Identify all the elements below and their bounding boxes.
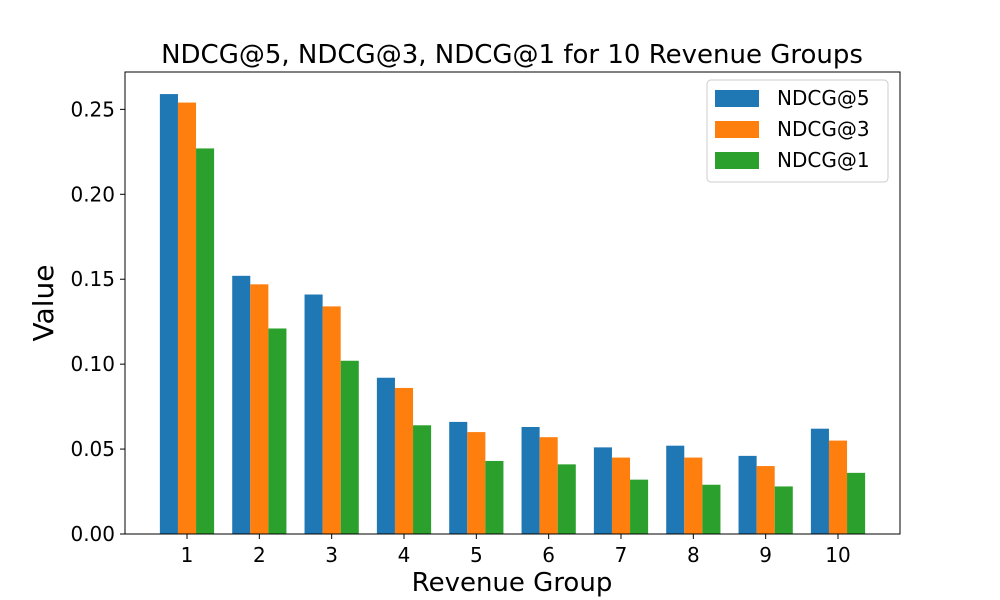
bars-group [159, 94, 866, 535]
x-tick-label: 2 [253, 543, 266, 567]
bar-ndcg-1-group-10 [847, 472, 866, 534]
bar-ndcg-5-group-8 [666, 445, 685, 534]
bar-ndcg-1-group-5 [485, 460, 504, 534]
legend-swatch-ndcg-5 [715, 90, 759, 107]
bar-ndcg-3-group-3 [322, 306, 341, 534]
x-tick-label: 3 [325, 543, 338, 567]
x-tick-label: 5 [470, 543, 483, 567]
bar-ndcg-3-group-8 [684, 457, 703, 534]
y-axis-title: Value [27, 265, 60, 342]
legend: NDCG@5 NDCG@3 NDCG@1 [706, 79, 889, 183]
x-tick-label: 10 [825, 543, 850, 567]
y-tick-label: 0.20 [70, 182, 115, 206]
y-tick-label: 0.10 [70, 352, 115, 376]
x-axis: 1 2 3 4 5 6 7 8 9 10 [181, 534, 851, 567]
plot-frame [124, 71, 901, 535]
bar-ndcg-3-group-1 [177, 102, 197, 534]
bar-ndcg-1-group-4 [413, 425, 432, 534]
bar-ndcg-1-group-8 [702, 484, 721, 534]
y-tick-label: 0.25 [70, 97, 115, 121]
bar-ndcg-3-group-7 [611, 457, 631, 534]
y-axis: 0.00 0.05 0.10 0.15 0.20 0.25 [70, 97, 125, 546]
y-tick-label: 0.15 [70, 267, 115, 291]
x-tick-label: 7 [615, 543, 628, 567]
legend-swatch-ndcg-1 [715, 152, 759, 169]
bar-ndcg-1-group-3 [340, 360, 359, 534]
bar-ndcg-5-group-9 [738, 455, 757, 534]
bar-ndcg-3-group-10 [828, 440, 848, 534]
legend-label-ndcg-1: NDCG@1 [777, 148, 870, 172]
x-axis-title: Revenue Group [412, 568, 613, 598]
legend-label-ndcg-3: NDCG@3 [777, 117, 870, 141]
bar-ndcg-3-group-6 [539, 437, 558, 534]
bar-ndcg-5-group-7 [593, 447, 612, 535]
y-tick-label: 0.00 [70, 522, 115, 546]
bar-ndcg-1-group-9 [774, 486, 793, 534]
bar-ndcg-5-group-6 [521, 426, 540, 534]
x-tick-label: 9 [759, 543, 772, 567]
x-tick-label: 4 [398, 543, 411, 567]
x-tick-label: 1 [181, 543, 194, 567]
y-tick-label: 0.05 [70, 437, 115, 461]
bar-ndcg-5-group-2 [232, 275, 251, 534]
bar-ndcg-1-group-1 [196, 148, 215, 534]
bar-ndcg-1-group-6 [557, 464, 576, 534]
bar-ndcg-5-group-3 [304, 294, 323, 534]
bar-ndcg-1-group-2 [268, 328, 287, 534]
x-tick-label: 6 [542, 543, 555, 567]
bar-ndcg-3-group-9 [756, 466, 775, 534]
bar-ndcg-1-group-7 [630, 479, 649, 534]
bar-ndcg-3-group-4 [394, 387, 414, 534]
x-tick-label: 8 [687, 543, 700, 567]
bar-ndcg-5-group-4 [376, 377, 395, 534]
bar-ndcg-5-group-1 [159, 94, 178, 534]
chart-title: NDCG@5, NDCG@3, NDCG@1 for 10 Revenue Gr… [161, 40, 863, 70]
bar-ndcg-5-group-10 [810, 428, 829, 534]
legend-swatch-ndcg-3 [715, 121, 759, 138]
bar-ndcg-3-group-5 [467, 432, 486, 534]
bar-ndcg-3-group-2 [250, 284, 269, 534]
legend-label-ndcg-5: NDCG@5 [777, 86, 870, 110]
bar-ndcg-5-group-5 [449, 421, 468, 534]
